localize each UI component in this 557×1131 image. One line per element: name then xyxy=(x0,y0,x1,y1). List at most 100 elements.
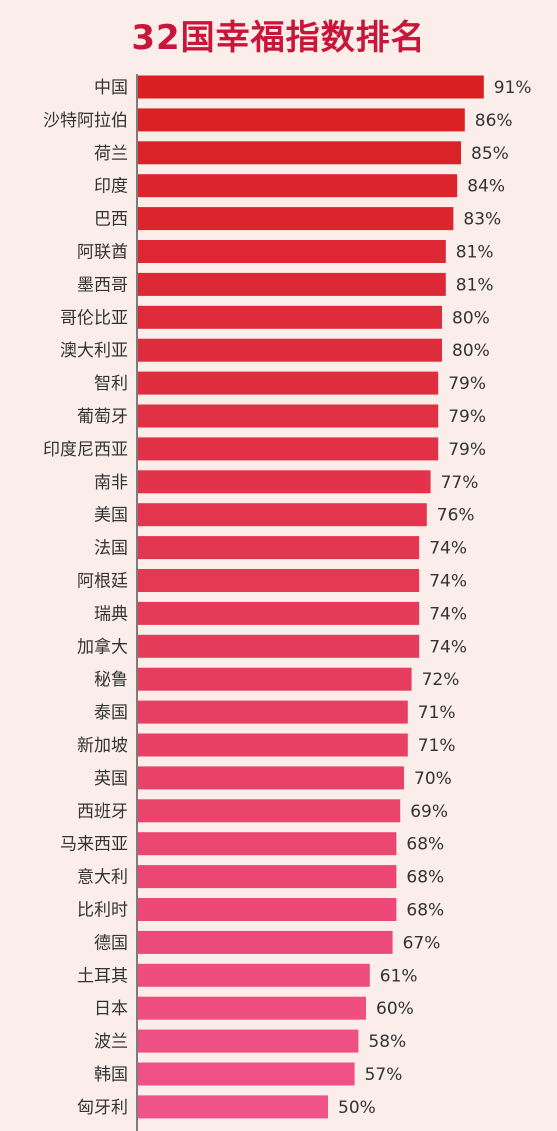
bar-14 xyxy=(138,536,420,560)
value-label-13: 76% xyxy=(437,506,475,526)
bar-22 xyxy=(138,799,401,823)
category-label-31: 匈牙利 xyxy=(77,1098,128,1118)
bar-23 xyxy=(138,832,397,856)
value-label-30: 57% xyxy=(365,1065,403,1085)
value-label-24: 68% xyxy=(406,868,444,888)
value-label-17: 74% xyxy=(429,637,467,657)
category-label-15: 阿根廷 xyxy=(77,572,128,592)
category-label-30: 韩国 xyxy=(94,1065,128,1085)
category-label-7: 哥伦比亚 xyxy=(60,308,128,328)
bar-0 xyxy=(138,75,484,99)
value-label-27: 61% xyxy=(380,966,418,986)
value-label-25: 68% xyxy=(406,901,444,921)
bar-group: 中国 91% 沙特阿拉伯 86% 荷兰 85% 印度 84% 巴西 83% 阿联酋 81% 墨西哥 81%… xyxy=(43,75,532,1119)
bar-13 xyxy=(138,503,427,527)
value-label-29: 58% xyxy=(368,1032,406,1052)
category-label-18: 秘鲁 xyxy=(94,670,128,690)
value-label-7: 80% xyxy=(452,308,490,328)
category-label-29: 波兰 xyxy=(94,1032,128,1052)
category-label-19: 泰国 xyxy=(94,703,128,723)
bar-18 xyxy=(138,667,412,691)
category-label-1: 沙特阿拉伯 xyxy=(43,111,128,131)
value-label-16: 74% xyxy=(429,604,467,624)
category-label-3: 印度 xyxy=(94,177,128,197)
value-label-23: 68% xyxy=(406,835,444,855)
value-label-10: 79% xyxy=(448,407,486,427)
category-label-27: 土耳其 xyxy=(77,966,128,986)
category-label-24: 意大利 xyxy=(77,868,128,888)
category-label-4: 巴西 xyxy=(94,210,128,230)
category-label-22: 西班牙 xyxy=(77,802,128,822)
value-label-18: 72% xyxy=(422,670,460,690)
category-label-20: 新加坡 xyxy=(77,736,128,756)
bar-8 xyxy=(138,338,442,362)
category-label-6: 墨西哥 xyxy=(77,275,128,295)
bar-20 xyxy=(138,733,408,757)
category-label-12: 南非 xyxy=(94,473,128,493)
category-label-11: 印度尼西亚 xyxy=(43,440,128,460)
bar-16 xyxy=(138,601,420,625)
category-label-0: 中国 xyxy=(94,78,128,98)
value-label-0: 91% xyxy=(494,78,532,98)
category-label-5: 阿联酋 xyxy=(77,243,128,263)
value-label-2: 85% xyxy=(471,144,509,164)
bar-11 xyxy=(138,437,439,461)
category-label-13: 美国 xyxy=(94,506,128,526)
value-label-19: 71% xyxy=(418,703,456,723)
bar-31 xyxy=(138,1095,328,1119)
bar-10 xyxy=(138,404,439,428)
value-label-3: 84% xyxy=(467,177,505,197)
category-label-16: 瑞典 xyxy=(94,604,128,624)
category-label-28: 日本 xyxy=(94,999,128,1019)
bar-30 xyxy=(138,1062,355,1086)
value-label-14: 74% xyxy=(429,539,467,559)
category-label-14: 法国 xyxy=(94,539,128,559)
category-label-9: 智利 xyxy=(94,374,128,394)
category-label-10: 葡萄牙 xyxy=(77,407,128,427)
category-label-21: 英国 xyxy=(94,769,128,789)
bar-24 xyxy=(138,865,397,889)
bar-28 xyxy=(138,996,366,1020)
category-label-25: 比利时 xyxy=(77,901,128,921)
bar-5 xyxy=(138,240,446,263)
bar-4 xyxy=(138,207,454,231)
value-label-31: 50% xyxy=(338,1098,376,1118)
bar-21 xyxy=(138,766,404,790)
value-label-28: 60% xyxy=(376,999,414,1019)
value-label-15: 74% xyxy=(429,572,467,592)
bar-1 xyxy=(138,108,465,132)
value-label-21: 70% xyxy=(414,769,452,789)
value-label-6: 81% xyxy=(456,275,494,295)
category-label-8: 澳大利亚 xyxy=(60,341,128,361)
value-label-11: 79% xyxy=(448,440,486,460)
value-label-20: 71% xyxy=(418,736,456,756)
bar-7 xyxy=(138,305,442,329)
bar-3 xyxy=(138,174,458,198)
bar-29 xyxy=(138,1029,359,1053)
category-label-23: 马来西亚 xyxy=(60,835,128,855)
value-label-4: 83% xyxy=(463,210,501,230)
category-label-17: 加拿大 xyxy=(77,636,128,657)
bar-26 xyxy=(138,930,393,954)
bar-9 xyxy=(138,371,439,395)
value-label-26: 67% xyxy=(403,933,441,953)
chart-title: 32国幸福指数排名 xyxy=(131,18,426,58)
bar-15 xyxy=(138,569,420,592)
value-label-9: 79% xyxy=(448,374,486,394)
value-label-5: 81% xyxy=(456,243,494,263)
value-label-1: 86% xyxy=(475,111,513,131)
bar-2 xyxy=(138,141,461,165)
bar-17 xyxy=(138,634,420,658)
bar-27 xyxy=(138,963,370,987)
bar-19 xyxy=(138,700,408,724)
bar-6 xyxy=(138,272,446,296)
category-label-26: 德国 xyxy=(94,933,128,953)
bar-25 xyxy=(138,898,397,921)
value-label-22: 69% xyxy=(410,802,448,822)
value-label-8: 80% xyxy=(452,341,490,361)
category-label-2: 荷兰 xyxy=(94,144,128,164)
value-label-12: 77% xyxy=(441,473,479,493)
bar-12 xyxy=(138,470,431,494)
